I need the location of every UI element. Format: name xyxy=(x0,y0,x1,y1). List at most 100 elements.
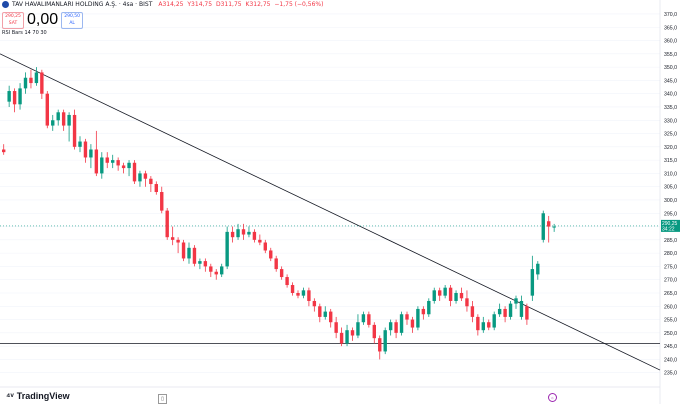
close-value: K312,75 xyxy=(245,1,271,8)
spread-value: 0,00 xyxy=(27,11,59,28)
indicator-label[interactable]: RSI Bars 14 70 30 xyxy=(2,30,47,36)
y-tick-label: 260,0 xyxy=(664,304,677,310)
candle-body xyxy=(29,77,33,84)
candle-body xyxy=(247,231,251,235)
y-tick-label: 320,0 xyxy=(664,145,677,151)
calendar-icon[interactable]: ▯ xyxy=(158,394,167,404)
sell-button[interactable]: 290,25 SAT xyxy=(2,11,24,29)
candle-body xyxy=(192,247,197,264)
change-value: −1,75 (−0,56%) xyxy=(274,1,324,8)
y-tick-label: 325,0 xyxy=(664,132,677,138)
candle-body xyxy=(18,88,22,105)
candle-body xyxy=(318,306,322,317)
candle-body xyxy=(100,157,104,174)
tradingview-mark-icon: ⁴ᵛ xyxy=(6,391,14,401)
candle-body xyxy=(410,319,415,328)
y-tick-label: 300,0 xyxy=(664,198,677,204)
y-tick-label: 335,0 xyxy=(664,105,677,111)
candle-body xyxy=(181,242,186,259)
y-tick-label: 360,0 xyxy=(664,39,677,45)
candle-body xyxy=(329,311,333,323)
candle-body xyxy=(492,314,496,328)
candle-body xyxy=(383,330,387,352)
event-marker-icon[interactable]: ☼ xyxy=(548,393,557,402)
y-tick-label: 275,0 xyxy=(664,264,677,270)
candle-body xyxy=(503,308,507,317)
candle-body xyxy=(290,285,295,293)
candle-body xyxy=(470,306,475,317)
candle-body xyxy=(427,300,431,315)
candle-body xyxy=(487,322,491,328)
candle-body xyxy=(350,330,355,336)
candle-body xyxy=(23,77,28,89)
candle-body xyxy=(536,263,540,275)
brand-name: TradingView xyxy=(16,391,70,401)
symbol-header: TAV HAVALIMANLARI HOLDING A.Ş. · 4sa · B… xyxy=(2,1,323,8)
candle-body xyxy=(367,314,371,325)
y-tick-label: 345,0 xyxy=(664,78,677,84)
candle-body xyxy=(481,322,485,331)
candle-body xyxy=(45,93,49,126)
candle-body xyxy=(307,290,311,301)
candle-body xyxy=(230,231,235,238)
y-tick-label: 280,0 xyxy=(664,251,677,257)
candle-body xyxy=(236,229,240,238)
candle-body xyxy=(443,287,447,296)
current-price-countdown: 34:22 xyxy=(662,226,675,232)
candle-body xyxy=(372,324,376,339)
symbol-logo-icon xyxy=(2,1,9,8)
y-tick-label: 330,0 xyxy=(664,118,677,124)
candle-body xyxy=(61,112,66,126)
candle-body xyxy=(323,311,327,317)
candle-body xyxy=(209,266,213,272)
candle-body xyxy=(2,149,6,153)
candle-body xyxy=(301,290,306,296)
y-tick-label: 270,0 xyxy=(664,278,677,284)
candle-body xyxy=(149,178,153,185)
candle-body xyxy=(279,269,284,278)
y-tick-label: 285,0 xyxy=(664,238,677,244)
sell-price: 290,25 xyxy=(5,13,21,19)
candle-body xyxy=(312,300,317,307)
candle-body xyxy=(514,298,518,304)
candle-body xyxy=(459,292,464,299)
candle-body xyxy=(345,330,349,344)
candle-body xyxy=(214,271,218,275)
buy-label: AL xyxy=(69,20,75,26)
candle-body xyxy=(263,242,267,251)
symbol-name[interactable]: TAV HAVALIMANLARI HOLDING A.Ş. · 4sa · B… xyxy=(12,1,153,8)
candle-body xyxy=(127,162,131,169)
candle-body xyxy=(203,261,208,267)
candle-body xyxy=(51,120,55,126)
candle-body xyxy=(7,91,11,102)
tradingview-logo[interactable]: ⁴ᵛ TradingView xyxy=(6,391,70,401)
candle-body xyxy=(438,290,442,296)
candle-body xyxy=(56,112,60,121)
buy-button[interactable]: 290,50 AL xyxy=(61,11,84,29)
candle-body xyxy=(334,322,338,333)
trend-line xyxy=(0,53,661,371)
candle-body xyxy=(138,173,142,182)
y-tick-label: 355,0 xyxy=(664,52,677,58)
candle-body xyxy=(285,277,289,286)
candle-body xyxy=(274,258,278,270)
y-tick-label: 315,0 xyxy=(664,158,677,164)
candle-body xyxy=(94,149,99,174)
candle-body xyxy=(121,165,126,169)
candle-body xyxy=(225,231,229,267)
candle-body xyxy=(154,184,158,193)
candle-body xyxy=(67,114,71,126)
y-tick-label: 305,0 xyxy=(664,185,677,191)
candle-body xyxy=(399,314,404,333)
candle-body xyxy=(405,314,409,320)
candle-body xyxy=(416,308,420,328)
candle-body xyxy=(220,266,224,275)
candle-body xyxy=(552,226,556,228)
y-tick-label: 365,0 xyxy=(664,25,677,31)
y-tick-label: 370,0 xyxy=(664,12,677,18)
candle-body xyxy=(394,322,398,333)
candle-body xyxy=(296,292,300,296)
candle-body xyxy=(432,290,436,301)
candle-body xyxy=(465,298,469,307)
